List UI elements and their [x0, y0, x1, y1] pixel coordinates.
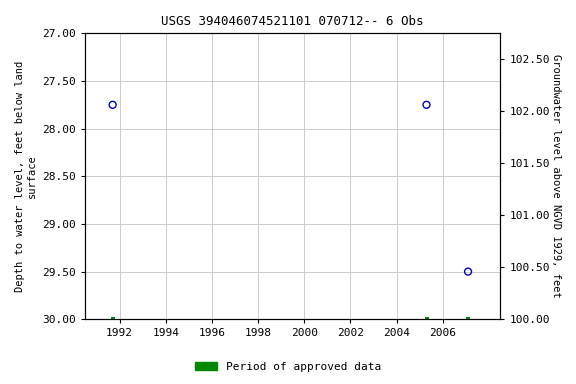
Point — [464, 268, 473, 275]
Legend: Period of approved data: Period of approved data — [191, 358, 385, 377]
Y-axis label: Groundwater level above NGVD 1929, feet: Groundwater level above NGVD 1929, feet — [551, 55, 561, 298]
Title: USGS 394046074521101 070712-- 6 Obs: USGS 394046074521101 070712-- 6 Obs — [161, 15, 424, 28]
Point — [108, 102, 118, 108]
Y-axis label: Depth to water level, feet below land
surface: Depth to water level, feet below land su… — [15, 61, 37, 292]
Point — [422, 102, 431, 108]
